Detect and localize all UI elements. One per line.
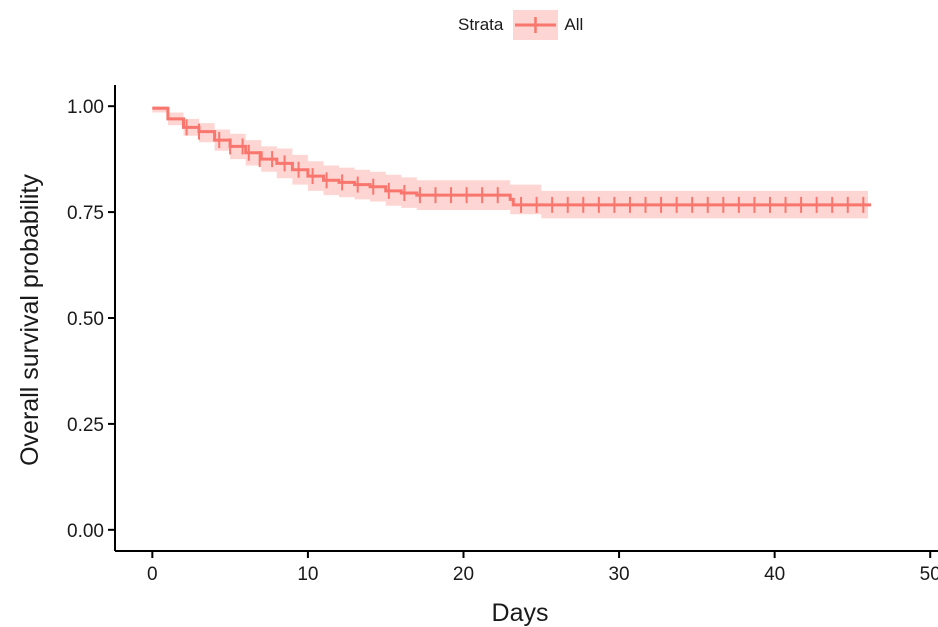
- x-axis-title: Days: [492, 599, 549, 627]
- legend-label-all: All: [564, 15, 584, 34]
- plot-area: [152, 106, 872, 219]
- survival-line: [152, 106, 872, 207]
- x-tick-label: 20: [453, 564, 474, 585]
- legend-title: Strata: [458, 15, 504, 34]
- y-tick-label: 0.25: [67, 415, 104, 436]
- x-tick-label: 40: [764, 564, 785, 585]
- axes: 0.00 0.25 0.50 0.75 1.00 0 10 20 30 40 50: [67, 85, 938, 585]
- x-tick-label: 0: [147, 564, 158, 585]
- y-tick-label: 1.00: [67, 97, 104, 118]
- x-tick-label: 50: [920, 564, 938, 585]
- confidence-band: [152, 106, 869, 219]
- legend-key-icon: [513, 10, 559, 40]
- x-tick-label: 30: [608, 564, 629, 585]
- y-tick-label: 0.75: [67, 203, 104, 224]
- y-tick-label: 0.00: [67, 521, 104, 542]
- y-tick-label: 0.50: [67, 309, 104, 330]
- y-axis-title: Overall survival probability: [16, 174, 44, 466]
- x-tick-label: 10: [297, 564, 318, 585]
- legend-key-all: [513, 10, 559, 40]
- legend: Strata All: [458, 10, 583, 40]
